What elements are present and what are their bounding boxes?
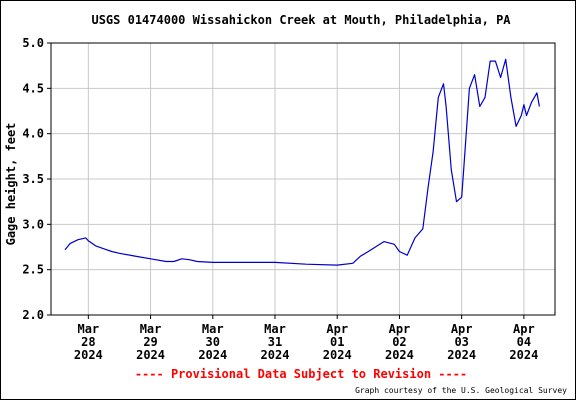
x-tick-year: 2024 bbox=[509, 348, 538, 362]
grid-layer bbox=[51, 42, 555, 316]
x-tick-day: 28 bbox=[81, 335, 95, 349]
x-tick-month: Mar bbox=[77, 322, 99, 336]
y-tick-label: 2.5 bbox=[22, 263, 44, 277]
x-tick-year: 2024 bbox=[74, 348, 103, 362]
x-tick-year: 2024 bbox=[323, 348, 352, 362]
chart-title: USGS 01474000 Wissahickon Creek at Mouth… bbox=[91, 13, 511, 27]
x-tick-month: Apr bbox=[389, 322, 411, 336]
x-tick-month: Mar bbox=[264, 322, 286, 336]
x-tick-month: Apr bbox=[451, 322, 473, 336]
x-tick-year: 2024 bbox=[385, 348, 414, 362]
x-tick-day: 02 bbox=[392, 335, 406, 349]
y-tick-label: 4.5 bbox=[22, 81, 44, 95]
y-tick-label: 4.0 bbox=[22, 127, 44, 141]
x-tick-year: 2024 bbox=[447, 348, 476, 362]
y-tick-label: 2.0 bbox=[22, 308, 44, 322]
x-tick-day: 04 bbox=[517, 335, 531, 349]
credit-text: Graph courtesy of the U.S. Geological Su… bbox=[355, 386, 567, 395]
series-layer bbox=[64, 58, 540, 266]
x-tick-day: 03 bbox=[454, 335, 468, 349]
x-tick-month: Apr bbox=[326, 322, 348, 336]
y-tick-label: 3.5 bbox=[22, 172, 44, 186]
x-tick-day: 01 bbox=[330, 335, 344, 349]
x-tick-day: 29 bbox=[143, 335, 157, 349]
x-tick-month: Mar bbox=[140, 322, 162, 336]
x-tick-year: 2024 bbox=[261, 348, 290, 362]
gage-height-series-line bbox=[64, 58, 540, 266]
x-axis-ticks: Mar282024Mar292024Mar302024Mar312024Apr0… bbox=[74, 315, 538, 362]
x-tick-month: Apr bbox=[513, 322, 535, 336]
x-tick-day: 31 bbox=[268, 335, 282, 349]
y-axis-label: Gage height, feet bbox=[4, 123, 18, 246]
y-tick-label: 5.0 bbox=[22, 36, 44, 50]
y-axis-ticks: 2.0 2.5 3.0 3.5 4.0 4.5 5.0 bbox=[22, 36, 51, 322]
provisional-notice: ---- Provisional Data Subject to Revisio… bbox=[135, 367, 467, 381]
y-tick-label: 3.0 bbox=[22, 217, 44, 231]
x-tick-day: 30 bbox=[206, 335, 220, 349]
x-tick-year: 2024 bbox=[198, 348, 227, 362]
x-tick-month: Mar bbox=[202, 322, 224, 336]
x-tick-year: 2024 bbox=[136, 348, 165, 362]
